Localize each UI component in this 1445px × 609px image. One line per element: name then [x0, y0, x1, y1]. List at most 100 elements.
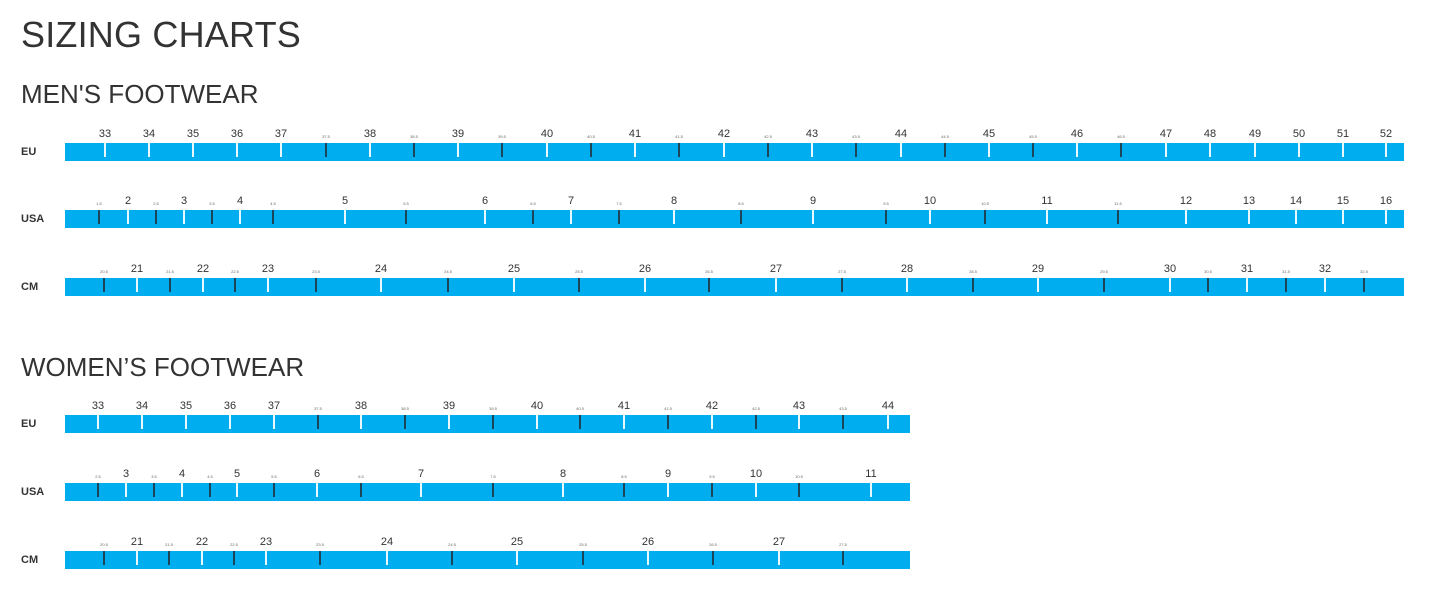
size-tick-label: 25 — [507, 263, 521, 275]
size-tick-label: 8.5 — [621, 474, 627, 479]
size-tick-label: 4.5 — [207, 474, 213, 479]
size-tick — [723, 143, 725, 157]
size-tick-label: 27 — [772, 536, 786, 548]
size-tick-label: 52 — [1379, 128, 1393, 140]
size-tick-label: 38.5 — [401, 406, 409, 411]
size-tick — [513, 278, 515, 292]
size-tick — [104, 143, 106, 157]
size-tick-label: 10 — [923, 195, 937, 207]
size-tick-label: 46 — [1070, 128, 1084, 140]
size-tick — [1342, 210, 1344, 224]
size-tick-label: 22 — [195, 536, 209, 548]
size-tick — [136, 551, 138, 565]
section-heading-men: MEN'S FOOTWEAR — [21, 79, 259, 109]
size-tick — [546, 143, 548, 157]
size-tick — [492, 483, 494, 497]
size-tick — [267, 278, 269, 292]
size-tick-label: 39.5 — [489, 406, 497, 411]
size-tick — [1117, 210, 1119, 224]
size-tick — [618, 210, 620, 224]
size-tick-label: 23.5 — [316, 542, 324, 547]
size-tick-label: 35 — [179, 400, 193, 412]
size-tick-label: 24 — [380, 536, 394, 548]
size-tick — [578, 278, 580, 292]
size-tick — [667, 483, 669, 497]
size-tick — [420, 483, 422, 497]
size-tick — [778, 551, 780, 565]
size-ruler-usa: 1.5 2 2.5 3 3.5 4 4.5 5 5.5 6 6.5 7 7.5 8 8.5 9 9.5 10 10.… — [65, 195, 1404, 228]
size-tick-label: 45 — [982, 128, 996, 140]
size-tick — [360, 483, 362, 497]
size-tick — [870, 483, 872, 497]
size-tick-label: 38.5 — [410, 134, 418, 139]
size-tick — [273, 483, 275, 497]
size-tick — [155, 210, 157, 224]
size-tick — [325, 143, 327, 157]
size-tick — [1363, 278, 1365, 292]
size-tick — [181, 483, 183, 497]
size-tick-label: 5 — [341, 195, 349, 207]
size-tick-label: 5 — [233, 468, 241, 480]
size-tick — [988, 143, 990, 157]
size-tick — [1037, 278, 1039, 292]
size-tick — [673, 210, 675, 224]
size-tick-label: 12 — [1179, 195, 1193, 207]
size-tick — [1046, 210, 1048, 224]
size-tick-label: 31 — [1240, 263, 1254, 275]
size-tick-label: 42.5 — [752, 406, 760, 411]
size-tick-label: 14 — [1289, 195, 1303, 207]
size-tick — [647, 551, 649, 565]
size-tick-label: 9.5 — [709, 474, 715, 479]
size-tick-label: 10 — [749, 468, 763, 480]
size-tick-label: 8 — [670, 195, 678, 207]
size-tick — [103, 278, 105, 292]
size-tick-label: 6 — [481, 195, 489, 207]
size-tick — [887, 415, 889, 429]
size-tick-label: 38 — [363, 128, 377, 140]
size-tick-label: 10.5 — [981, 201, 989, 206]
size-tick-label: 27.5 — [838, 269, 846, 274]
size-tick-label: 26.5 — [705, 269, 713, 274]
size-tick-label: 22 — [196, 263, 210, 275]
size-tick — [317, 415, 319, 429]
size-tick — [740, 210, 742, 224]
size-tick — [842, 551, 844, 565]
size-tick — [405, 210, 407, 224]
size-tick — [767, 143, 769, 157]
section-heading-women: WOMEN’S FOOTWEAR — [21, 352, 305, 382]
size-tick-label: 8 — [559, 468, 567, 480]
size-tick-label: 23 — [261, 263, 275, 275]
size-tick-label: 11.5 — [1114, 201, 1122, 206]
size-tick-label: 4 — [178, 468, 186, 480]
size-tick-label: 24.5 — [448, 542, 456, 547]
size-tick-label: 37 — [267, 400, 281, 412]
size-tick — [501, 143, 503, 157]
size-tick — [98, 210, 100, 224]
size-tick — [885, 210, 887, 224]
size-tick — [842, 415, 844, 429]
size-tick — [272, 210, 274, 224]
size-tick-label: 42 — [705, 400, 719, 412]
size-tick-label: 39 — [442, 400, 456, 412]
size-tick — [984, 210, 986, 224]
size-tick — [185, 415, 187, 429]
size-tick — [929, 210, 931, 224]
size-tick-label: 10.5 — [795, 474, 803, 479]
size-tick-label: 28.5 — [969, 269, 977, 274]
size-tick-label: 24.5 — [444, 269, 452, 274]
size-tick — [236, 143, 238, 157]
size-tick-label: 36 — [230, 128, 244, 140]
size-tick — [1385, 210, 1387, 224]
size-tick — [1285, 278, 1287, 292]
size-tick-label: 33 — [91, 400, 105, 412]
size-tick-label: 31.5 — [1282, 269, 1290, 274]
size-tick — [678, 143, 680, 157]
size-tick-label: 32.5 — [1360, 269, 1368, 274]
size-tick — [484, 210, 486, 224]
size-tick-label: 9 — [809, 195, 817, 207]
size-tick-label: 40 — [540, 128, 554, 140]
size-tick-label: 46.5 — [1117, 134, 1125, 139]
size-tick-label: 32 — [1318, 263, 1332, 275]
size-tick — [1254, 143, 1256, 157]
size-tick-label: 30 — [1163, 263, 1177, 275]
